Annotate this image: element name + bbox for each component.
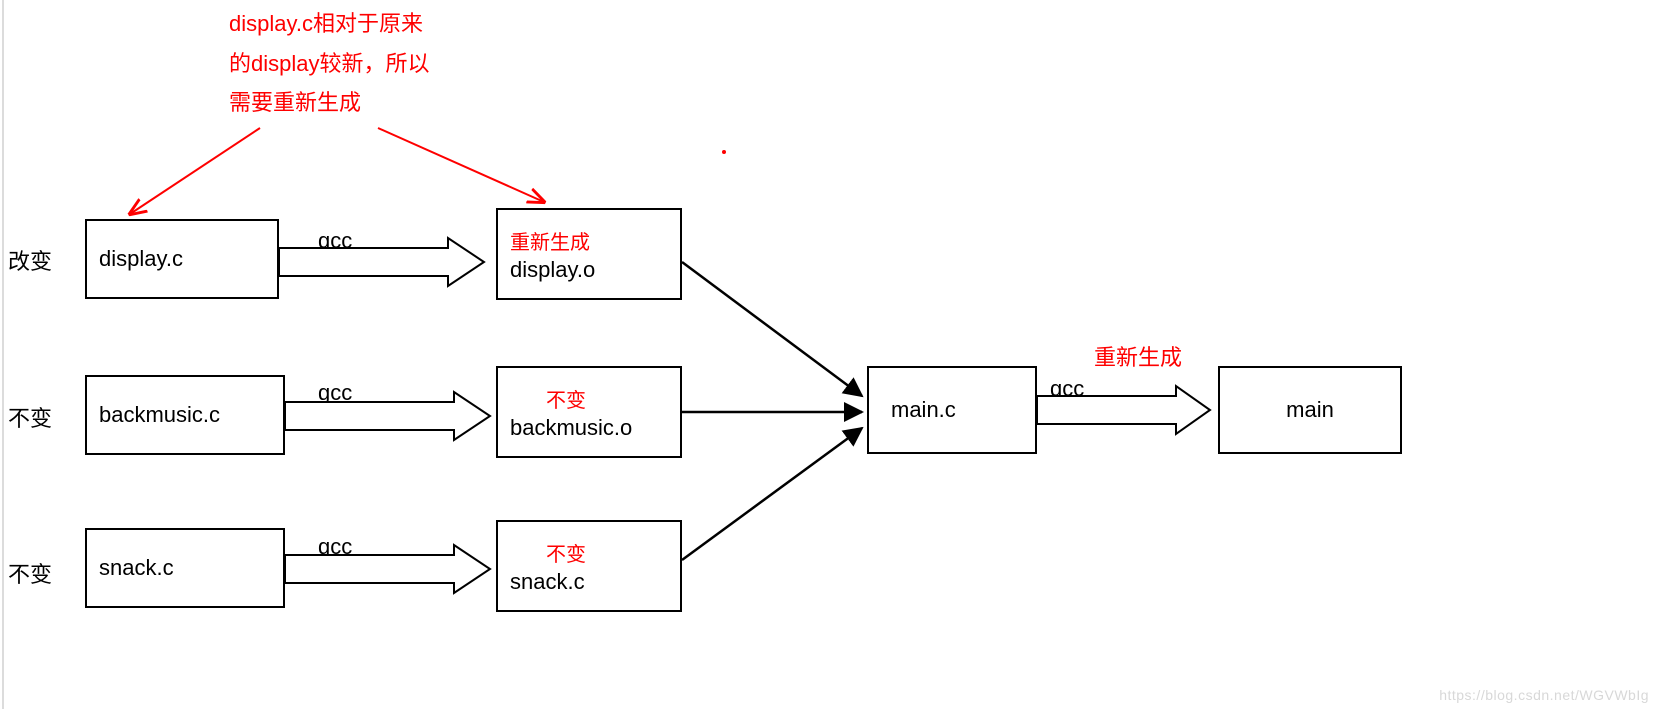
side-label-changed: 改变	[8, 244, 52, 276]
node-backmusic-o: 不变 backmusic.o	[496, 366, 682, 458]
node-label: backmusic.o	[510, 415, 680, 441]
node-annotation: 不变	[510, 384, 680, 413]
node-label: main	[1286, 397, 1334, 423]
node-annotation: 重新生成	[510, 226, 680, 255]
block-arrow-gcc1	[279, 238, 484, 286]
stray-dot-icon	[722, 150, 726, 154]
node-label: snack.c	[99, 555, 283, 581]
red-arrow-to-display-o	[378, 128, 544, 202]
node-snack-o: 不变 snack.c	[496, 520, 682, 612]
node-main-c: main.c	[867, 366, 1037, 454]
top-annotation: display.c相对于原来 的display较新，所以 需要重新生成	[229, 4, 429, 123]
arrow-label-gcc4: gcc	[1050, 376, 1084, 402]
node-label: backmusic.c	[99, 402, 283, 428]
node-display-c: display.c	[85, 219, 279, 299]
node-display-o: 重新生成 display.o	[496, 208, 682, 300]
arrow-label-gcc3: gcc	[318, 534, 352, 560]
edge-display-o-main-c	[682, 262, 862, 396]
block-arrow-gcc2	[285, 392, 490, 440]
side-label-unchanged-2: 不变	[8, 557, 52, 589]
top-annotation-line: 的display较新，所以	[229, 44, 429, 84]
edge-snack-o-main-c	[682, 428, 862, 560]
node-label: snack.c	[510, 569, 680, 595]
top-annotation-line: 需要重新生成	[229, 83, 429, 123]
node-label: display.c	[99, 246, 277, 272]
node-label: display.o	[510, 257, 680, 283]
annotation-regen-main: 重新生成	[1094, 340, 1182, 372]
block-arrow-gcc3	[285, 545, 490, 593]
side-label-unchanged-1: 不变	[8, 401, 52, 433]
arrow-label-gcc2: gcc	[318, 380, 352, 406]
red-arrow-to-display-c	[130, 128, 260, 214]
watermark: https://blog.csdn.net/WGVWbIg	[1439, 687, 1649, 703]
node-backmusic-c: backmusic.c	[85, 375, 285, 455]
arrow-label-gcc1: gcc	[318, 228, 352, 254]
node-main: main	[1218, 366, 1402, 454]
top-annotation-line: display.c相对于原来	[229, 4, 429, 44]
node-annotation: 不变	[510, 538, 680, 567]
node-snack-c: snack.c	[85, 528, 285, 608]
node-label: main.c	[891, 397, 1035, 423]
